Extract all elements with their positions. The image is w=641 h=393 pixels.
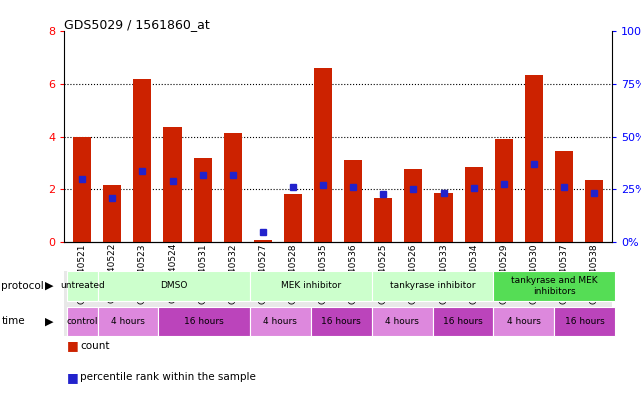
Text: 4 hours: 4 hours xyxy=(263,317,297,326)
Text: ■: ■ xyxy=(67,339,79,353)
Bar xyxy=(495,139,513,242)
Bar xyxy=(73,136,91,242)
Text: ▶: ▶ xyxy=(45,281,54,291)
Text: tankyrase and MEK
inhibitors: tankyrase and MEK inhibitors xyxy=(511,276,597,296)
Bar xyxy=(435,193,453,242)
Bar xyxy=(254,241,272,242)
Text: DMSO: DMSO xyxy=(160,281,187,290)
Bar xyxy=(163,127,181,242)
Text: time: time xyxy=(1,316,25,326)
Bar xyxy=(374,198,392,242)
Bar xyxy=(224,132,242,242)
Text: tankyrase inhibitor: tankyrase inhibitor xyxy=(390,281,475,290)
Text: 16 hours: 16 hours xyxy=(565,317,604,326)
Text: control: control xyxy=(67,317,98,326)
Text: 16 hours: 16 hours xyxy=(443,317,483,326)
Text: 4 hours: 4 hours xyxy=(507,317,541,326)
Text: 16 hours: 16 hours xyxy=(321,317,361,326)
Bar xyxy=(344,160,362,242)
Bar xyxy=(555,151,573,242)
Bar xyxy=(404,169,422,242)
Text: ■: ■ xyxy=(67,371,79,384)
Text: 16 hours: 16 hours xyxy=(184,317,224,326)
Text: 4 hours: 4 hours xyxy=(385,317,419,326)
Text: 4 hours: 4 hours xyxy=(111,317,145,326)
Bar xyxy=(585,180,603,242)
Text: MEK inhibitor: MEK inhibitor xyxy=(281,281,341,290)
Bar xyxy=(314,68,332,242)
Bar xyxy=(133,79,151,242)
Bar xyxy=(284,195,302,242)
Bar xyxy=(465,167,483,242)
Bar xyxy=(525,75,543,242)
Text: GDS5029 / 1561860_at: GDS5029 / 1561860_at xyxy=(64,18,210,31)
Text: percentile rank within the sample: percentile rank within the sample xyxy=(80,372,256,382)
Text: protocol: protocol xyxy=(1,281,44,291)
Bar xyxy=(103,185,121,242)
Text: count: count xyxy=(80,341,110,351)
Bar xyxy=(194,158,212,242)
Text: untreated: untreated xyxy=(60,281,104,290)
Text: ▶: ▶ xyxy=(45,316,54,326)
